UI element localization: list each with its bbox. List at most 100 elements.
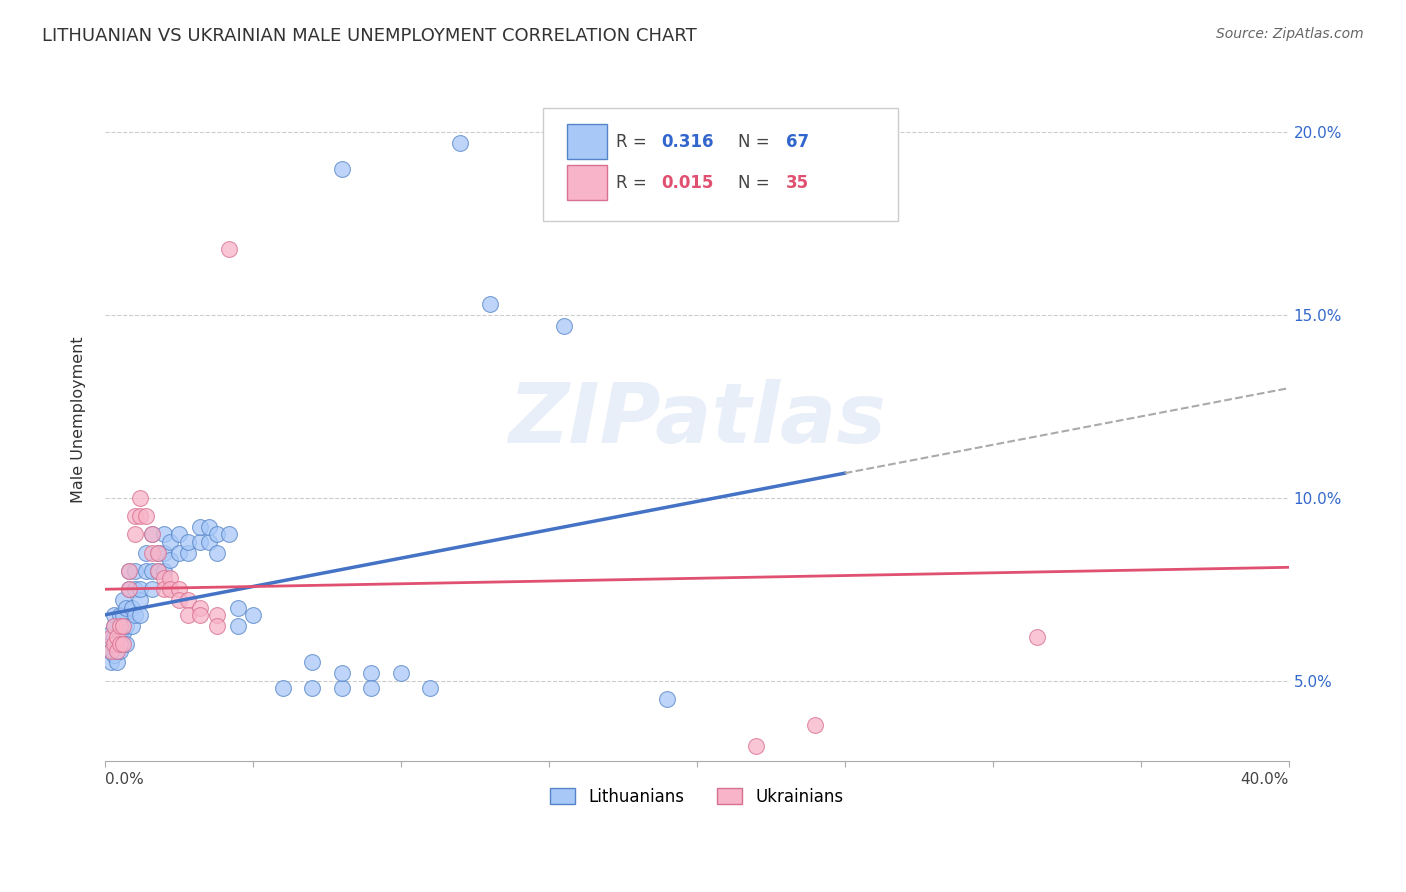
Text: N =: N = [738,174,775,192]
Text: 40.0%: 40.0% [1240,772,1288,787]
Point [118,564,141,578]
Text: R =: R = [616,133,652,151]
Point [1026,630,1049,644]
Point [100,626,122,640]
Point [111,626,134,640]
Point [449,136,471,151]
Legend: Lithuanians, Ukrainians: Lithuanians, Ukrainians [541,780,852,814]
Point [153,564,176,578]
Point [100,644,122,658]
Point [159,534,181,549]
Point [330,681,353,695]
Point [177,546,200,560]
Point [804,717,827,731]
Point [100,630,122,644]
Point [197,534,219,549]
Text: ZIPatlas: ZIPatlas [508,379,886,459]
Point [118,564,141,578]
Point [108,644,131,658]
Point [111,637,134,651]
Point [188,520,211,534]
Point [478,297,501,311]
Text: N =: N = [738,133,775,151]
Point [153,582,176,597]
Point [121,600,143,615]
Point [124,509,146,524]
Point [657,692,679,706]
Point [159,553,181,567]
Point [114,600,136,615]
Point [218,527,240,541]
Point [105,644,128,658]
Point [301,681,323,695]
Point [271,681,294,695]
Point [141,582,163,597]
Point [167,582,190,597]
Text: Source: ZipAtlas.com: Source: ZipAtlas.com [1216,27,1364,41]
Point [114,619,136,633]
Point [226,600,249,615]
Point [103,619,125,633]
Point [207,607,229,622]
Point [153,527,176,541]
Point [745,739,768,754]
Point [103,637,125,651]
Point [118,582,141,597]
Point [105,656,128,670]
Point [207,619,229,633]
Text: 0.015: 0.015 [661,174,714,192]
Point [389,666,412,681]
Point [129,607,152,622]
Point [153,546,176,560]
Point [148,546,170,560]
Point [118,582,141,597]
Point [148,564,170,578]
Point [218,242,240,256]
Point [188,607,211,622]
Point [419,681,441,695]
Point [167,593,190,607]
Point [100,644,122,658]
Point [111,619,134,633]
Point [135,546,157,560]
Y-axis label: Male Unemployment: Male Unemployment [72,336,86,502]
Point [108,626,131,640]
Point [301,656,323,670]
Point [177,607,200,622]
Point [141,527,163,541]
Point [124,564,146,578]
Point [100,637,122,651]
Text: R =: R = [616,174,652,192]
Point [242,607,264,622]
Point [108,637,131,651]
Point [105,644,128,658]
Point [148,564,170,578]
Point [188,534,211,549]
Text: LITHUANIAN VS UKRAINIAN MALE UNEMPLOYMENT CORRELATION CHART: LITHUANIAN VS UKRAINIAN MALE UNEMPLOYMEN… [42,27,697,45]
Point [207,527,229,541]
Point [553,319,575,334]
Point [207,546,229,560]
Point [129,509,152,524]
Point [330,161,353,176]
Point [105,637,128,651]
Point [135,509,157,524]
Point [124,607,146,622]
Point [108,619,131,633]
Text: 0.316: 0.316 [661,133,714,151]
FancyBboxPatch shape [567,165,607,201]
Text: 0.0%: 0.0% [105,772,143,787]
FancyBboxPatch shape [543,108,898,221]
Point [159,571,181,585]
Point [197,520,219,534]
Point [141,564,163,578]
Point [167,546,190,560]
Point [103,607,125,622]
Point [177,593,200,607]
FancyBboxPatch shape [567,124,607,160]
Point [111,593,134,607]
Point [103,619,125,633]
Point [121,619,143,633]
Point [148,546,170,560]
Point [360,666,382,681]
